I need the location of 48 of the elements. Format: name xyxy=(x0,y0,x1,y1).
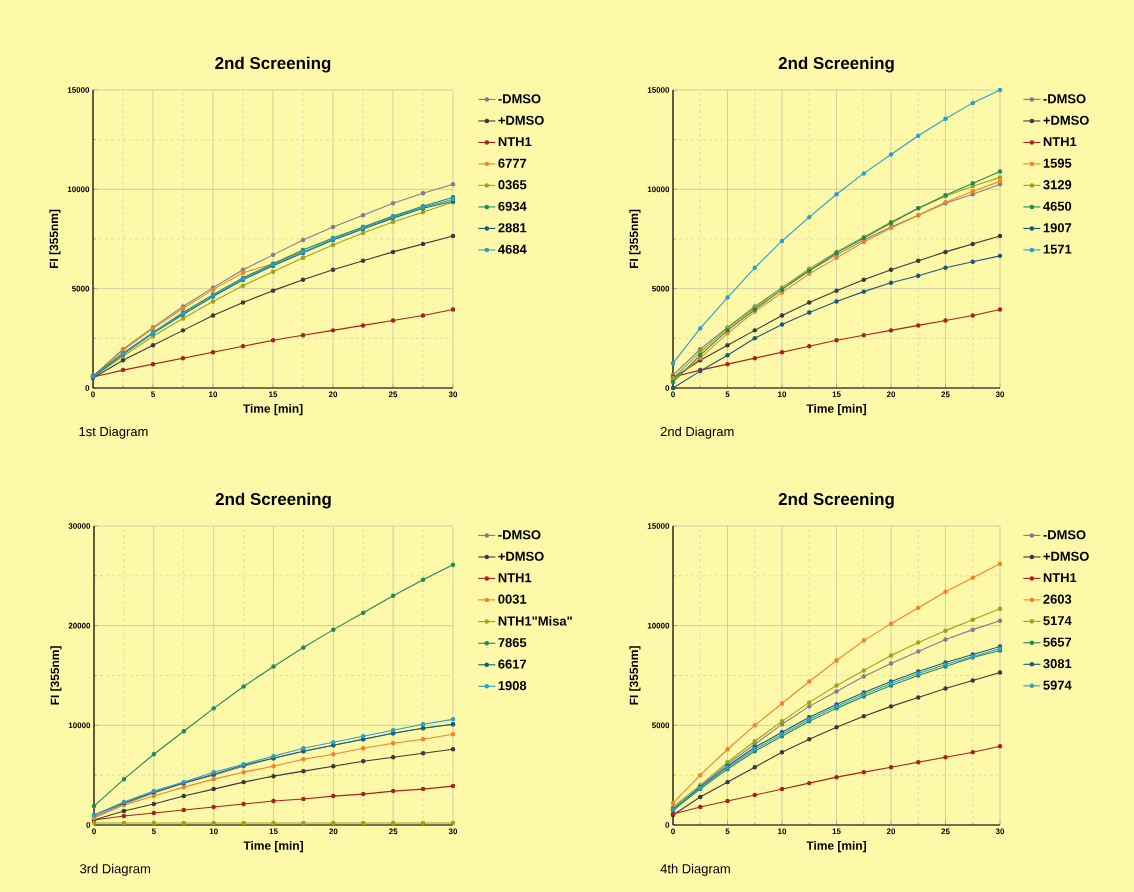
text: 4th Diagram xyxy=(660,863,730,876)
x-axis-title: Time [min] xyxy=(806,841,866,853)
legend-label: 4650 xyxy=(1043,201,1072,211)
legend-label: 5657 xyxy=(1043,637,1072,647)
legend-label: 1595 xyxy=(1043,158,1072,168)
legend-label: 6777 xyxy=(498,158,527,168)
legend-label: +DMSO xyxy=(1043,115,1089,125)
text: 2nd Diagram xyxy=(660,426,734,439)
legend-label: 6934 xyxy=(498,201,527,211)
legend-label: 7865 xyxy=(498,637,527,648)
legend-label: -DMSO xyxy=(1043,94,1086,104)
chart-title: 2nd Screening xyxy=(215,492,331,509)
legend-label: -DMSO xyxy=(498,530,541,540)
text: 3rd Diagram xyxy=(80,863,150,876)
legend-label: 2603 xyxy=(1043,594,1072,604)
legend-label: +DMSO xyxy=(498,551,544,561)
legend-label: 6617 xyxy=(498,659,527,669)
legend-label: NTH1 xyxy=(498,137,532,147)
legend-label: 4684 xyxy=(498,244,527,254)
chart-title: 2nd Screening xyxy=(778,56,894,73)
legend-label: 5174 xyxy=(1043,616,1072,626)
text: 1st Diagram xyxy=(79,426,148,439)
legend-label: NTH1 xyxy=(1043,573,1077,583)
y-axis-title: FI [355nm] xyxy=(629,209,641,269)
legend-label: -DMSO xyxy=(1043,530,1086,540)
legend-label: 1908 xyxy=(498,681,527,691)
legend-label: +DMSO xyxy=(1043,551,1089,561)
x-axis-title: Time [min] xyxy=(243,841,303,853)
legend-label: 3129 xyxy=(1043,180,1072,190)
legend-label: +DMSO xyxy=(498,115,544,125)
legend-label: 1907 xyxy=(1043,223,1072,233)
legend-label: 2881 xyxy=(498,223,527,233)
legend-label: 0031 xyxy=(498,594,527,604)
x-axis-title: Time [min] xyxy=(806,404,866,416)
legend-label: NTH1"Misa" xyxy=(498,616,572,626)
legend-label: NTH1 xyxy=(1043,137,1077,147)
legend-label: 1571 xyxy=(1043,244,1072,254)
y-axis-title: FI [355nm] xyxy=(629,646,641,705)
legend-label: 0365 xyxy=(498,180,527,190)
legend-label: -DMSO xyxy=(498,94,541,104)
legend-label: NTH1 xyxy=(498,573,532,583)
legend-label: 3081 xyxy=(1043,659,1072,669)
chart-title: 2nd Screening xyxy=(778,492,894,509)
y-axis-title: FI [355nm] xyxy=(49,209,61,269)
x-axis-title: Time [min] xyxy=(243,404,303,416)
legend-label: 5974 xyxy=(1043,680,1072,690)
chart-title: 2nd Screening xyxy=(215,56,331,73)
y-axis-title: FI [355nm] xyxy=(50,646,62,705)
